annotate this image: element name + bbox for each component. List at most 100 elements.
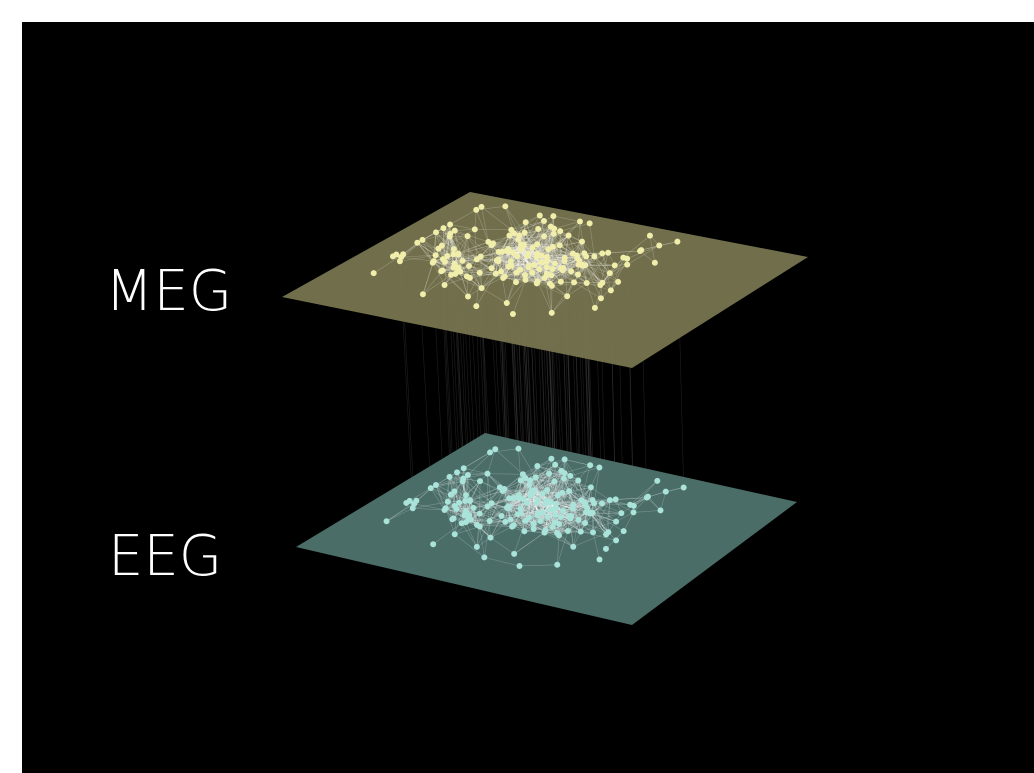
- edge: [568, 490, 603, 504]
- node: [471, 226, 478, 233]
- edge: [580, 521, 617, 532]
- node: [566, 488, 573, 495]
- edge: [469, 499, 492, 504]
- edge: [641, 245, 660, 251]
- edge: [594, 256, 611, 274]
- edge: [480, 251, 499, 257]
- edge: [502, 255, 528, 279]
- edge: [462, 481, 488, 507]
- edge: [476, 520, 490, 547]
- edge: [511, 253, 538, 267]
- edge: [510, 497, 519, 520]
- edge: [479, 251, 499, 273]
- edge: [476, 506, 488, 526]
- node: [545, 246, 552, 253]
- edge: [566, 274, 579, 297]
- slide-background: [22, 22, 1034, 773]
- edge: [469, 480, 481, 501]
- edge: [559, 522, 586, 525]
- edge: [510, 519, 546, 531]
- edge: [551, 282, 587, 287]
- edge: [601, 253, 611, 274]
- edge: [550, 475, 571, 503]
- node: [419, 291, 426, 298]
- edge: [513, 233, 518, 257]
- node: [674, 238, 681, 245]
- edge: [504, 488, 533, 496]
- edge: [552, 268, 575, 283]
- edge: [520, 269, 551, 285]
- edge: [549, 270, 563, 284]
- edge: [511, 497, 519, 527]
- edge: [545, 530, 581, 532]
- edge: [449, 236, 459, 254]
- edge: [563, 478, 593, 501]
- node: [466, 498, 473, 505]
- edge: [508, 508, 538, 514]
- edge: [491, 260, 511, 269]
- edge: [460, 267, 492, 272]
- edge: [506, 499, 538, 508]
- node: [638, 247, 645, 254]
- edge: [532, 247, 565, 262]
- edge: [467, 474, 471, 502]
- node: [516, 232, 523, 239]
- edge: [479, 526, 485, 558]
- node: [543, 264, 550, 271]
- edge: [500, 255, 528, 272]
- edge: [491, 235, 520, 246]
- node: [459, 257, 466, 264]
- edge: [558, 518, 571, 536]
- edge: [579, 221, 585, 254]
- node: [502, 518, 509, 525]
- edge: [500, 271, 517, 283]
- edge: [467, 272, 481, 297]
- edge: [564, 465, 591, 474]
- edge: [533, 478, 565, 492]
- node: [503, 299, 510, 306]
- edge: [535, 477, 547, 501]
- node: [630, 509, 637, 516]
- edge: [548, 249, 565, 262]
- edge: [435, 248, 455, 256]
- edge: [508, 508, 525, 532]
- node: [579, 238, 586, 245]
- edge: [512, 279, 526, 315]
- edge: [556, 515, 570, 534]
- edge: [511, 220, 545, 231]
- edge: [520, 509, 550, 514]
- edge: [476, 513, 480, 547]
- edge: [524, 531, 545, 533]
- edge: [557, 495, 572, 517]
- edge: [422, 262, 433, 295]
- node: [576, 218, 583, 225]
- edge: [457, 236, 468, 271]
- edge: [443, 228, 455, 264]
- edge: [505, 206, 520, 236]
- edge: [610, 257, 624, 291]
- node: [452, 270, 459, 277]
- edge: [412, 507, 445, 511]
- edge: [524, 274, 545, 279]
- node: [525, 250, 532, 257]
- edge: [498, 260, 529, 267]
- edge: [463, 468, 488, 474]
- edge: [545, 530, 574, 547]
- node: [488, 265, 495, 272]
- edge: [525, 222, 542, 256]
- edge: [469, 490, 503, 502]
- node: [584, 504, 591, 511]
- edge: [467, 235, 497, 261]
- edge: [522, 473, 550, 475]
- edge: [454, 230, 459, 255]
- node: [662, 488, 669, 495]
- node: [552, 504, 559, 511]
- node: [560, 507, 567, 514]
- edge: [573, 256, 587, 283]
- edge: [552, 246, 572, 272]
- edge: [520, 480, 548, 491]
- edge: [523, 220, 545, 245]
- edge: [412, 501, 448, 509]
- edge: [442, 256, 481, 260]
- edge: [578, 500, 582, 520]
